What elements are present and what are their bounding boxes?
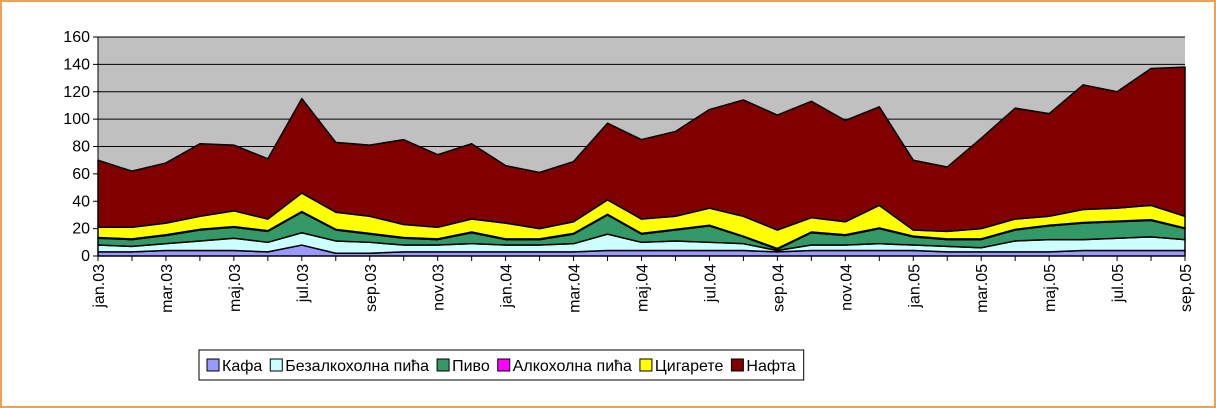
legend-swatch — [269, 358, 283, 372]
x-tick-label: jan.04 — [499, 264, 516, 309]
y-tick-label: 80 — [72, 139, 90, 156]
area — [97, 66, 1186, 233]
x-tick-label: maj.03 — [227, 264, 244, 312]
legend-swatch — [436, 358, 450, 372]
x-tick-label: mar.05 — [974, 264, 991, 313]
legend-swatch — [206, 358, 220, 372]
legend-swatch — [639, 358, 653, 372]
x-tick-label: sep.03 — [363, 264, 380, 312]
x-tick-label: maj.05 — [1042, 264, 1059, 312]
legend: Кафа Безалкохолна пића Пиво Алкохолна пића Ц… — [198, 349, 805, 381]
y-tick-label: 60 — [72, 166, 90, 183]
legend-label: Цигарете — [655, 358, 724, 375]
legend-swatch — [497, 358, 511, 372]
x-tick-label: jul.04 — [702, 264, 719, 303]
y-tick-label: 140 — [63, 56, 90, 73]
x-tick-label: maj.04 — [635, 264, 652, 312]
x-tick-label: mar.04 — [567, 264, 584, 313]
legend-label: Пиво — [452, 358, 490, 375]
x-tick-label: mar.03 — [159, 264, 176, 313]
x-tick-label: jul.05 — [1110, 264, 1127, 303]
y-tick-label: 120 — [63, 84, 90, 101]
legend-label: Нафта — [746, 358, 795, 375]
y-tick-label: 0 — [81, 248, 90, 265]
x-tick-label: sep.05 — [1178, 264, 1195, 312]
x-tick-label: sep.04 — [770, 264, 787, 312]
legend-label: Алкохолна пића — [513, 358, 632, 375]
legend-swatch — [730, 358, 744, 372]
x-tick-label: jan.05 — [906, 264, 923, 309]
x-tick-label: jul.03 — [295, 264, 312, 303]
y-tick-label: 40 — [72, 193, 90, 210]
y-tick-label: 100 — [63, 111, 90, 128]
y-tick-label: 20 — [72, 221, 90, 238]
x-tick-label: nov.04 — [838, 264, 855, 311]
x-tick-label: jan.03 — [91, 264, 108, 309]
y-tick-label: 160 — [63, 29, 90, 46]
legend-label: Кафа — [222, 358, 262, 375]
legend-label: Безалкохолна пића — [285, 358, 429, 375]
x-tick-label: nov.03 — [431, 264, 448, 311]
